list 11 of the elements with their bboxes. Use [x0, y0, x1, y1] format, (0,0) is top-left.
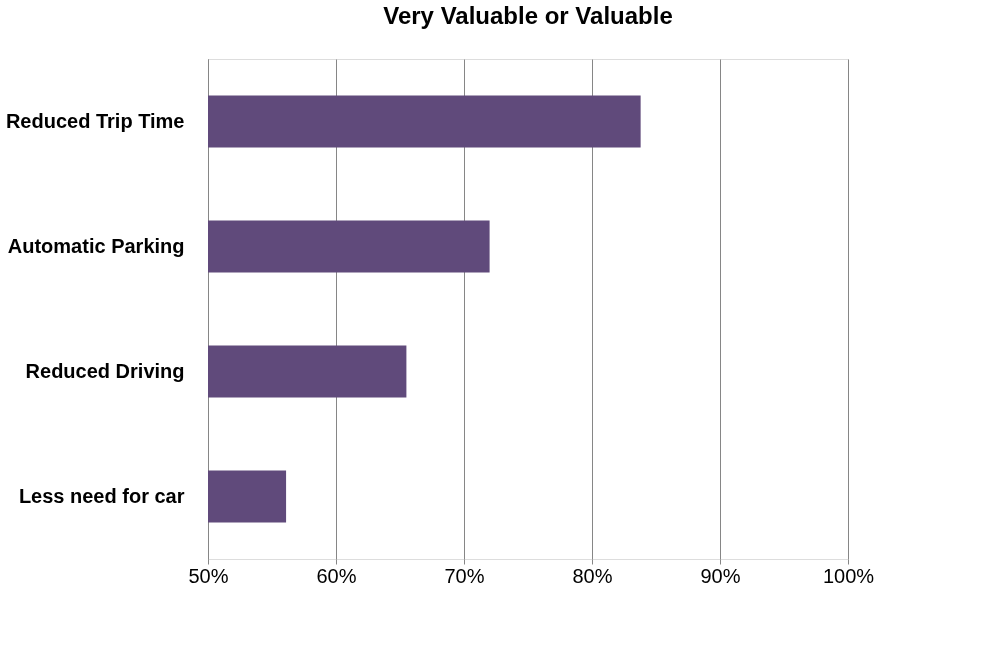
- x-tick-label: 80%: [572, 564, 613, 587]
- y-tick-label: Reduced Driving: [25, 359, 185, 382]
- x-tick-label: 100%: [822, 564, 875, 587]
- y-tick-label: Automatic Parking: [7, 234, 185, 257]
- x-tick-label: 70%: [444, 564, 485, 587]
- chart-title: Very Valuable or Valuable: [383, 2, 673, 29]
- x-tick-label: 50%: [188, 564, 229, 587]
- y-tick-label: Reduced Trip Time: [5, 109, 185, 132]
- x-tick-label: 90%: [700, 564, 741, 587]
- y-tick-label: Less need for car: [18, 484, 185, 507]
- x-tick-label: 60%: [316, 564, 357, 587]
